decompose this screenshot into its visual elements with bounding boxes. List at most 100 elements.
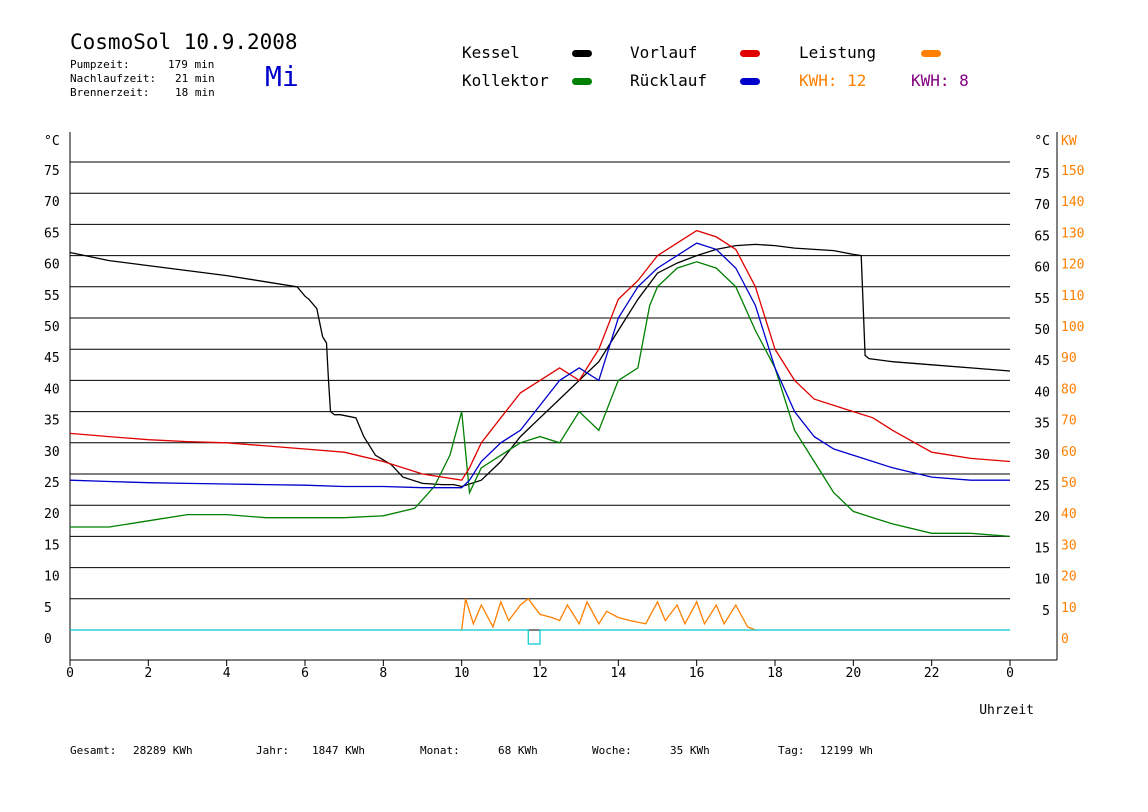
legend-kessel: Kessel — [462, 43, 520, 62]
y-tick-label-right: 70 — [1034, 198, 1050, 213]
legend-ruecklauf: Rücklauf — [630, 71, 708, 90]
legend-leistung-swatch — [921, 50, 941, 57]
y-tick-label-left: 25 — [44, 476, 60, 491]
series-line-vorlauf — [69, 229, 1011, 481]
y-tick-label-right: 20 — [1034, 510, 1050, 525]
y-tick-label-power: 50 — [1061, 476, 1077, 491]
series-line-leistung — [461, 597, 756, 631]
y-tick-label-right: 35 — [1034, 417, 1050, 432]
y-tick-label-left: 5 — [44, 601, 52, 616]
y-tick-label-left: 50 — [44, 320, 60, 335]
y-tick-label-power: 30 — [1061, 538, 1077, 553]
y-tick-label-right: 15 — [1034, 541, 1050, 556]
y-tick-label-left: 45 — [44, 351, 60, 366]
series-line-kollektor — [70, 261, 1011, 538]
y-tick-label-left: 40 — [44, 382, 60, 397]
y-tick-label-power: 130 — [1061, 226, 1084, 241]
footer-total-label: Gesamt: — [70, 744, 117, 757]
legend-kollektor: Kollektor — [462, 71, 549, 90]
y-tick-label-right: 5 — [1042, 604, 1050, 619]
y-tick-label-left: 75 — [44, 164, 60, 179]
y-tick-label-left: 15 — [44, 538, 60, 553]
burner-time-value: 18 min — [175, 86, 215, 99]
legend-vorlauf: Vorlauf — [630, 43, 698, 62]
y-tick-label-power: 60 — [1061, 445, 1077, 460]
x-axis-label: Uhrzeit — [979, 703, 1034, 718]
y-tick-label-left: 65 — [44, 226, 60, 241]
y-tick-label-left: 10 — [44, 570, 60, 585]
series-line-kessel — [69, 243, 1011, 488]
page-title: CosmoSol 10.9.2008 — [70, 30, 298, 54]
footer-day-value: 12199 Wh — [820, 744, 873, 757]
y-tick-label-power: 10 — [1061, 601, 1077, 616]
y-tick-label-power: 20 — [1061, 570, 1077, 585]
footer-year-label: Jahr: — [256, 744, 290, 757]
footer-day-label: Tag: — [778, 744, 805, 757]
y-tick-label-right: 25 — [1034, 479, 1050, 494]
y-tick-label-left: 55 — [44, 289, 60, 304]
footer-week-label: Woche: — [592, 744, 632, 757]
y-tick-label-power: 90 — [1061, 351, 1077, 366]
y-tick-label-right: 75 — [1034, 167, 1050, 182]
x-tick-label: 12 — [532, 666, 548, 681]
y-tick-label-left: 70 — [44, 195, 60, 210]
legend-kwh-second: KWH: 8 — [911, 71, 969, 90]
legend-ruecklauf-swatch — [740, 78, 760, 85]
y-axis-label-right: °C — [1034, 134, 1050, 149]
x-tick-label: 8 — [379, 666, 387, 681]
x-tick-label: 10 — [454, 666, 470, 681]
x-tick-label: 20 — [846, 666, 862, 681]
footer-year-value: 1847 KWh — [312, 744, 365, 757]
y-tick-label-power: 110 — [1061, 289, 1084, 304]
y-tick-label-power: 40 — [1061, 507, 1077, 522]
y-tick-label-right: 30 — [1034, 448, 1050, 463]
y-tick-label-power: 80 — [1061, 382, 1077, 397]
y-tick-label-power: 140 — [1061, 195, 1084, 210]
x-tick-label: 2 — [144, 666, 152, 681]
y-axis-label-power: KW — [1061, 134, 1077, 149]
x-tick-label: 6 — [301, 666, 309, 681]
y-tick-label-power: 0 — [1061, 632, 1069, 647]
y-tick-label-left: 30 — [44, 445, 60, 460]
x-tick-label: 14 — [611, 666, 627, 681]
x-tick-label: 18 — [767, 666, 783, 681]
y-tick-label-left: 60 — [44, 258, 60, 273]
x-tick-label: 0 — [66, 666, 74, 681]
y-tick-label-left: 20 — [44, 507, 60, 522]
series-line-ruecklauf — [69, 242, 1010, 489]
footer-month-value: 68 KWh — [498, 744, 538, 757]
burner-time-label: Brennerzeit: — [70, 86, 150, 99]
y-tick-label-right: 65 — [1034, 229, 1050, 244]
x-tick-label: 4 — [223, 666, 231, 681]
legend-vorlauf-swatch — [740, 50, 760, 57]
y-tick-label-right: 40 — [1034, 385, 1050, 400]
legend-leistung: Leistung — [799, 43, 877, 62]
footer-week-value: 35 KWh — [670, 744, 710, 757]
x-tick-label: 0 — [1006, 666, 1014, 681]
y-tick-label-right: 55 — [1034, 292, 1050, 307]
x-tick-label: 16 — [689, 666, 705, 681]
after-run-time-value: 21 min — [175, 72, 215, 85]
pump-time-value: 179 min — [168, 58, 215, 71]
y-axis-label-left: °C — [44, 134, 60, 149]
y-tick-label-right: 50 — [1034, 323, 1050, 338]
y-tick-label-power: 120 — [1061, 258, 1084, 273]
pump-time-label: Pumpzeit: — [70, 58, 130, 71]
after-run-time-label: Nachlaufzeit: — [70, 72, 157, 85]
weekday-label: Mi — [265, 60, 299, 93]
y-tick-label-power: 100 — [1061, 320, 1084, 335]
pump-state-line — [70, 629, 1010, 645]
y-tick-label-right: 10 — [1034, 573, 1050, 588]
y-tick-label-left: 0 — [44, 632, 52, 647]
legend-kollektor-swatch — [572, 78, 592, 85]
y-tick-label-right: 45 — [1034, 354, 1050, 369]
y-tick-label-power: 150 — [1061, 164, 1084, 179]
y-tick-label-power: 70 — [1061, 414, 1077, 429]
y-tick-label-left: 35 — [44, 414, 60, 429]
legend-kessel-swatch — [572, 50, 592, 57]
legend-kwh-total: KWH: 12 — [799, 71, 867, 90]
footer-month-label: Monat: — [420, 744, 460, 757]
y-tick-label-right: 60 — [1034, 261, 1050, 276]
footer-total-value: 28289 KWh — [133, 744, 193, 757]
